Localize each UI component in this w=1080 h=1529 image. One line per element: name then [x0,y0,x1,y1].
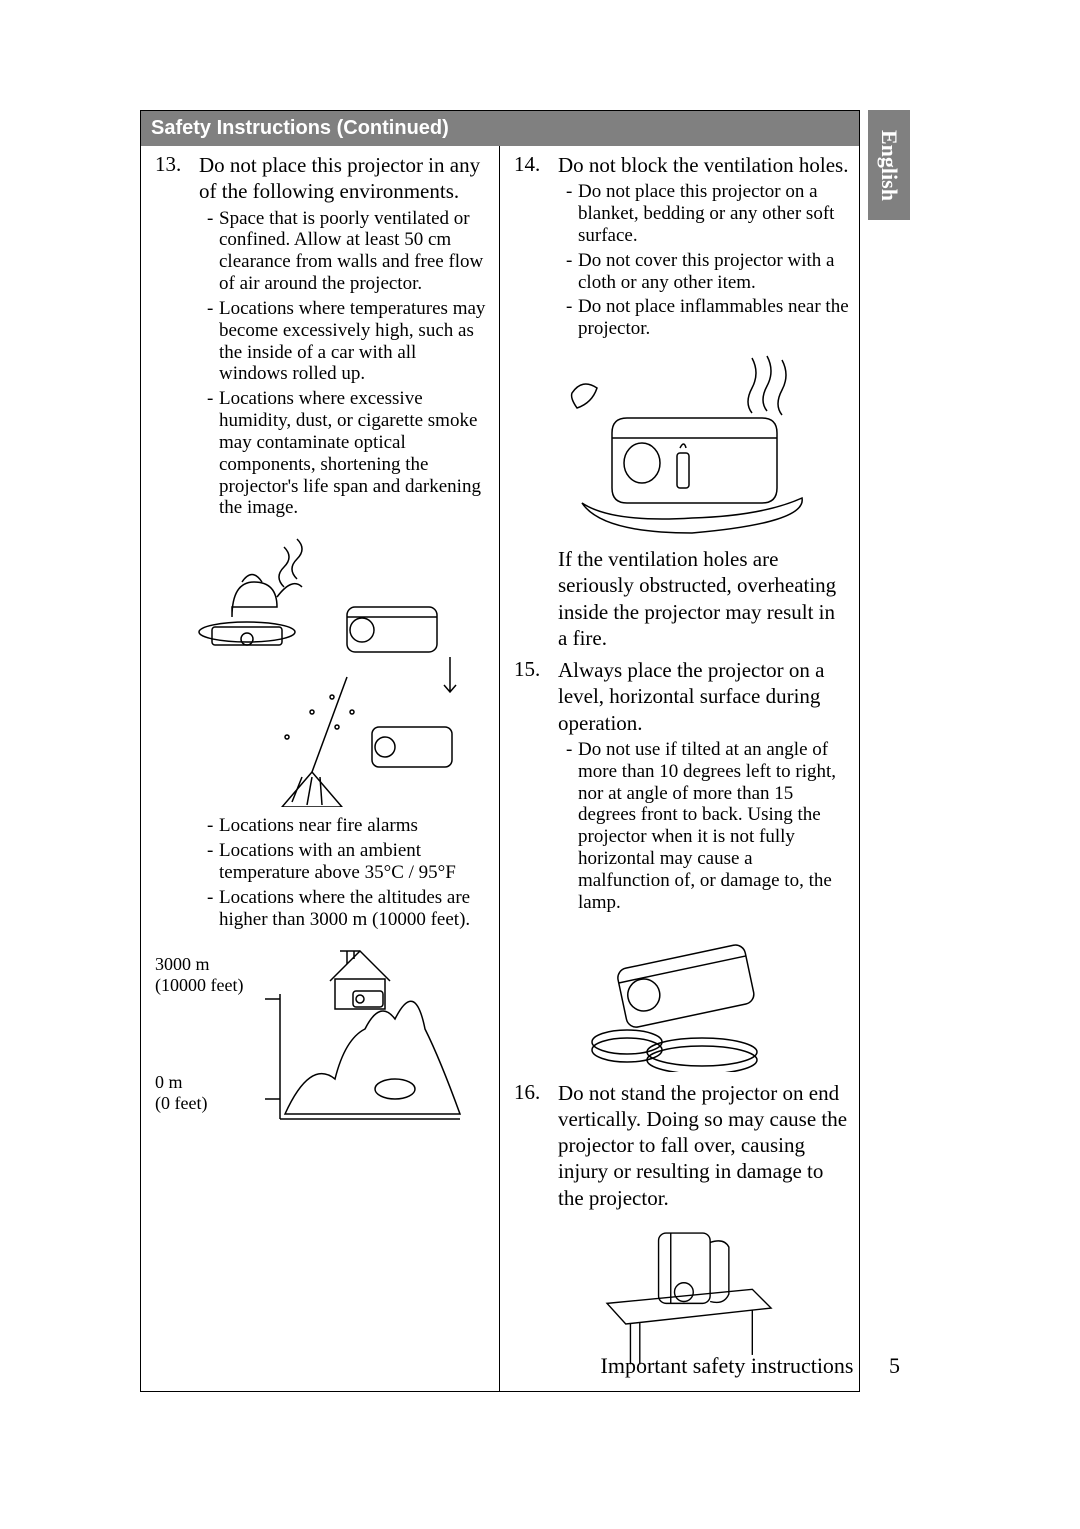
sub-text: Locations with an ambient temperature ab… [219,840,489,884]
sub-item: -Do not use if tilted at an angle of mor… [558,739,849,914]
left-column: 13. Do not place this projector in any o… [141,146,500,1391]
right-column: 14. Do not block the ventilation holes. … [500,146,859,1391]
item-16: 16. Do not stand the projector on end ve… [514,1080,849,1211]
altitude-low-ft: (0 feet) [155,1093,257,1114]
blanket-heat-icon [542,348,822,538]
dash-icon: - [207,298,219,385]
page-number: 5 [889,1353,900,1378]
item-number: 13. [155,152,199,519]
dash-icon: - [207,388,219,519]
item-main-text: Always place the projector on a level, h… [558,658,824,735]
sub-item: -Locations where excessive humidity, dus… [199,388,489,519]
sub-text: Locations where the altitudes are higher… [219,887,489,931]
item-text: Always place the projector on a level, h… [558,657,849,914]
tilt-illustration [514,922,849,1072]
sub-item: -Locations where the altitudes are highe… [199,887,489,931]
sub-item: -Locations near fire alarms [199,815,489,837]
language-tab: English [868,110,910,220]
vertical-illustration [514,1219,849,1369]
page-footer: Important safety instructions 5 [601,1353,900,1379]
sub-text: Do not use if tilted at an angle of more… [578,739,849,914]
safety-box: Safety Instructions (Continued) 13. Do n… [140,110,860,1392]
sub-item: -Do not place this projector on a blanke… [558,181,849,247]
item-text: Do not stand the projector on end vertic… [558,1080,849,1211]
section-header: Safety Instructions (Continued) [141,111,859,146]
item-main-text: Do not place this projector in any of th… [199,153,480,203]
item-13-continued: -Locations near fire alarms -Locations w… [155,815,489,930]
sub-text: Space that is poorly ventilated or confi… [219,208,489,295]
dash-icon: - [207,887,219,931]
sub-text: Do not place inflammables near the proje… [578,296,849,340]
altitude-low: 0 m [155,1072,257,1093]
sub-item: -Do not cover this projector with a clot… [558,250,849,294]
sub-item: -Do not place inflammables near the proj… [558,296,849,340]
altitude-high-ft: (10000 feet) [155,975,257,996]
sub-item: -Space that is poorly ventilated or conf… [199,208,489,295]
dash-icon: - [207,815,219,837]
kettle-projector-broom-icon [182,527,462,807]
item-main-text: Do not block the ventilation holes. [558,153,848,177]
two-column-layout: 13. Do not place this projector in any o… [141,146,859,1391]
altitude-high: 3000 m [155,954,257,975]
sub-item: -Locations where temperatures may become… [199,298,489,385]
mountain-icon [265,939,465,1129]
dash-icon: - [566,739,578,914]
sub-text: Do not cover this projector with a cloth… [578,250,849,294]
altitude-illustration: 3000 m (10000 feet) 0 m (0 feet) [155,939,489,1129]
sub-text: Locations where excessive humidity, dust… [219,388,489,519]
sub-text: Locations where temperatures may become … [219,298,489,385]
tilted-projector-icon [572,922,792,1072]
footer-title: Important safety instructions [601,1353,854,1378]
sub-text: Do not place this projector on a blanket… [578,181,849,247]
item-number: 14. [514,152,558,340]
page-content: Safety Instructions (Continued) 13. Do n… [140,110,860,1392]
item-text: Do not place this projector in any of th… [199,152,489,519]
item-text: Do not block the ventilation holes. -Do … [558,152,849,340]
item-15: 15. Always place the projector on a leve… [514,657,849,914]
environment-illustration [155,527,489,807]
vertical-projector-icon [582,1219,782,1369]
altitude-labels: 3000 m (10000 feet) 0 m (0 feet) [155,954,265,1114]
item-number: 16. [514,1080,558,1211]
item-14: 14. Do not block the ventilation holes. … [514,152,849,340]
ventilation-illustration [514,348,849,538]
dash-icon: - [207,840,219,884]
sub-item: -Locations with an ambient temperature a… [199,840,489,884]
item-number: 15. [514,657,558,914]
sub-text: Locations near fire alarms [219,815,489,837]
dash-icon: - [566,296,578,340]
item-13: 13. Do not place this projector in any o… [155,152,489,519]
dash-icon: - [566,181,578,247]
item-14-para: If the ventilation holes are seriously o… [514,546,849,651]
dash-icon: - [566,250,578,294]
dash-icon: - [207,208,219,295]
